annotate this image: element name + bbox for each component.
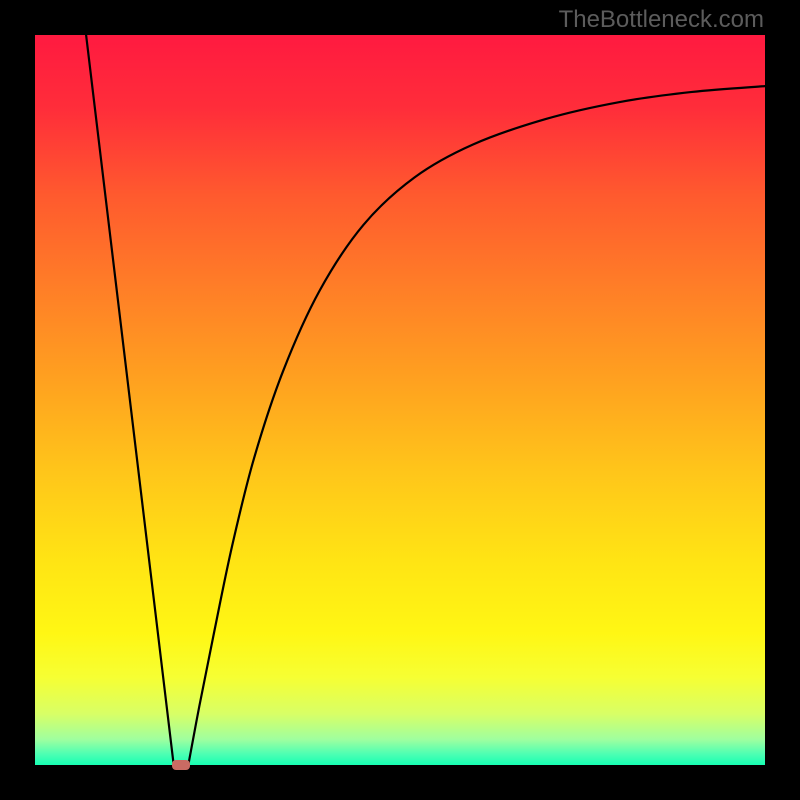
optimum-marker [172, 760, 190, 770]
watermark-text: TheBottleneck.com [559, 6, 764, 34]
chart-gradient-background [35, 35, 765, 765]
chart-container: TheBottleneck.com [0, 0, 800, 800]
